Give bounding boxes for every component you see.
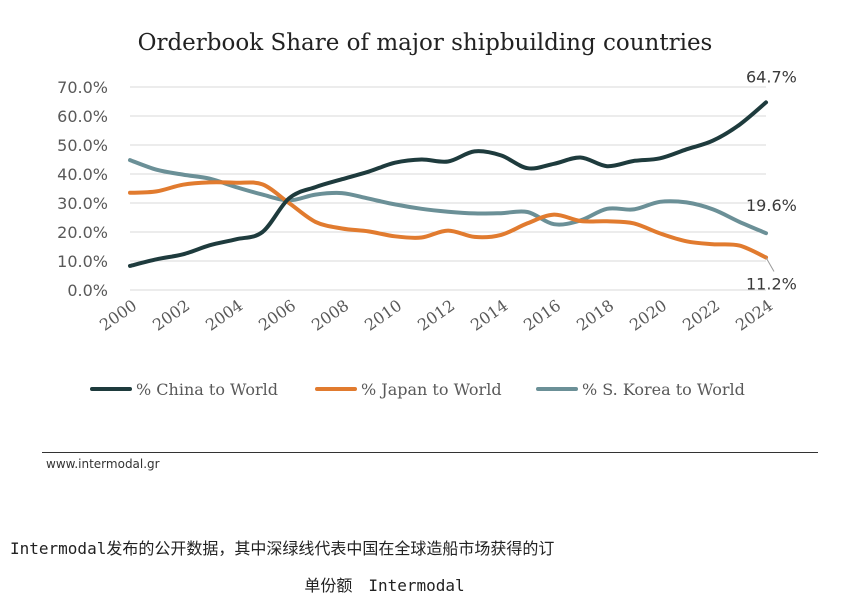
y-tick-label: 0.0% (67, 281, 108, 300)
x-tick-label: 2004 (202, 296, 246, 335)
y-tick-label: 30.0% (57, 194, 108, 213)
annotation-label: 11.2% (746, 275, 797, 294)
series-line-china-to-world (128, 100, 768, 268)
gridlines (130, 86, 766, 291)
x-axis-tick-labels: 2000 2002 2004 2006 2008 2010 2012 2014 2016 2018… (96, 296, 776, 335)
source-divider (42, 452, 818, 453)
source-credit: www.intermodal.gr (46, 457, 160, 471)
y-tick-label: 50.0% (57, 136, 108, 155)
series-line-japan-to-world (128, 180, 768, 260)
legend-label: % Japan to World (361, 380, 502, 399)
y-tick-label: 60.0% (57, 107, 108, 126)
figure-caption: Intermodal发布的公开数据，其中深绿线代表中国在全球造船市场获得的订 单… (0, 530, 859, 604)
annotation-leader-line (765, 257, 775, 272)
y-tick-label: 70.0% (57, 78, 108, 97)
caption-line-1: Intermodal发布的公开数据，其中深绿线代表中国在全球造船市场获得的订 (10, 539, 555, 558)
end-value-annotations: 64.7% 19.6% 11.2% (746, 67, 797, 293)
annotation-label: 19.6% (746, 196, 797, 215)
y-tick-label: 20.0% (57, 223, 108, 242)
legend-label: % S. Korea to World (582, 380, 745, 399)
x-tick-label: 2002 (149, 296, 193, 335)
x-tick-label: 2022 (679, 296, 723, 335)
x-tick-label: 2014 (467, 296, 511, 335)
x-tick-label: 2018 (573, 296, 617, 335)
x-tick-label: 2012 (414, 296, 458, 335)
y-tick-label: 10.0% (57, 252, 108, 271)
x-tick-label: 2010 (361, 296, 405, 335)
x-tick-label: 2016 (520, 296, 564, 335)
series-line-s-korea-to-world (128, 158, 768, 236)
chart-legend: % China to World % Japan to World % S. Kor… (90, 380, 745, 399)
annotation-label: 64.7% (746, 67, 797, 86)
caption-line-2: 单份额 Intermodal (304, 576, 465, 595)
legend-label: % China to World (136, 380, 278, 399)
x-tick-label: 2006 (255, 296, 299, 335)
chart-title: Orderbook Share of major shipbuilding co… (138, 30, 713, 56)
series-lines (128, 100, 768, 268)
x-tick-label: 2020 (626, 296, 670, 335)
x-tick-label: 2024 (732, 296, 776, 335)
line-chart: Orderbook Share of major shipbuilding co… (57, 30, 797, 399)
x-tick-label: 2008 (308, 296, 352, 335)
y-tick-label: 40.0% (57, 165, 108, 184)
y-axis-tick-labels: 0.0% 10.0% 20.0% 30.0% 40.0% 50.0% 60.0% 70.0% (57, 78, 108, 300)
x-tick-label: 2000 (96, 296, 140, 335)
